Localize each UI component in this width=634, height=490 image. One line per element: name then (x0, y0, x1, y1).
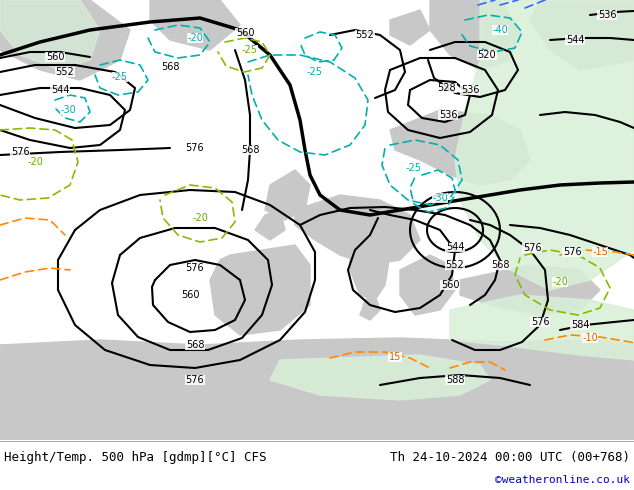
Text: -20: -20 (552, 277, 568, 287)
Polygon shape (400, 255, 455, 315)
Polygon shape (0, 0, 100, 70)
Text: 568: 568 (161, 62, 179, 72)
Polygon shape (210, 245, 310, 335)
Text: -25: -25 (406, 163, 422, 173)
Text: 552: 552 (356, 30, 374, 40)
Text: 536: 536 (461, 85, 479, 95)
Polygon shape (455, 0, 634, 290)
Text: -15: -15 (592, 247, 608, 257)
Text: Height/Temp. 500 hPa [gdmp][°C] CFS: Height/Temp. 500 hPa [gdmp][°C] CFS (4, 451, 266, 464)
Text: 544: 544 (566, 35, 585, 45)
Text: -30: -30 (432, 193, 448, 203)
Polygon shape (350, 240, 390, 300)
Text: 576: 576 (186, 143, 204, 153)
Polygon shape (430, 0, 520, 70)
Text: 576: 576 (563, 247, 581, 257)
Text: 576: 576 (186, 263, 204, 273)
Text: -40: -40 (492, 25, 508, 35)
Text: -25: -25 (242, 45, 258, 55)
Text: 588: 588 (446, 375, 464, 385)
Text: 576: 576 (531, 317, 549, 327)
Text: -25: -25 (112, 72, 128, 82)
Text: 15: 15 (389, 352, 401, 362)
Text: 584: 584 (571, 320, 589, 330)
Text: 576: 576 (11, 147, 29, 157)
Text: 560: 560 (46, 52, 64, 62)
Text: 552: 552 (446, 260, 464, 270)
Text: -20: -20 (187, 33, 203, 43)
Polygon shape (390, 10, 430, 45)
Text: -20: -20 (192, 213, 208, 223)
Polygon shape (0, 338, 634, 360)
Text: 528: 528 (437, 83, 456, 93)
Polygon shape (360, 295, 380, 320)
Polygon shape (255, 210, 285, 240)
Polygon shape (390, 110, 530, 185)
Polygon shape (0, 0, 130, 80)
Text: 536: 536 (598, 10, 616, 20)
Text: -10: -10 (582, 333, 598, 343)
Polygon shape (460, 265, 600, 315)
Text: -20: -20 (27, 157, 43, 167)
Text: 568: 568 (186, 340, 204, 350)
Polygon shape (270, 355, 490, 400)
Text: ©weatheronline.co.uk: ©weatheronline.co.uk (495, 475, 630, 485)
Polygon shape (265, 170, 310, 220)
Text: 552: 552 (56, 67, 74, 77)
Text: -25: -25 (307, 67, 323, 77)
Polygon shape (530, 0, 634, 70)
Text: 536: 536 (439, 110, 457, 120)
Text: Th 24-10-2024 00:00 UTC (00+768): Th 24-10-2024 00:00 UTC (00+768) (390, 451, 630, 464)
Text: 576: 576 (186, 375, 204, 385)
Text: 544: 544 (51, 85, 69, 95)
Polygon shape (150, 0, 240, 50)
Text: -30: -30 (60, 105, 76, 115)
Text: 568: 568 (241, 145, 259, 155)
Text: 560: 560 (441, 280, 459, 290)
Polygon shape (295, 195, 420, 265)
Text: 560: 560 (181, 290, 199, 300)
Text: 576: 576 (522, 243, 541, 253)
Text: 520: 520 (477, 50, 496, 60)
Polygon shape (450, 295, 634, 360)
Text: 560: 560 (236, 28, 254, 38)
Text: 544: 544 (446, 242, 464, 252)
Polygon shape (0, 360, 634, 440)
Text: 568: 568 (491, 260, 509, 270)
